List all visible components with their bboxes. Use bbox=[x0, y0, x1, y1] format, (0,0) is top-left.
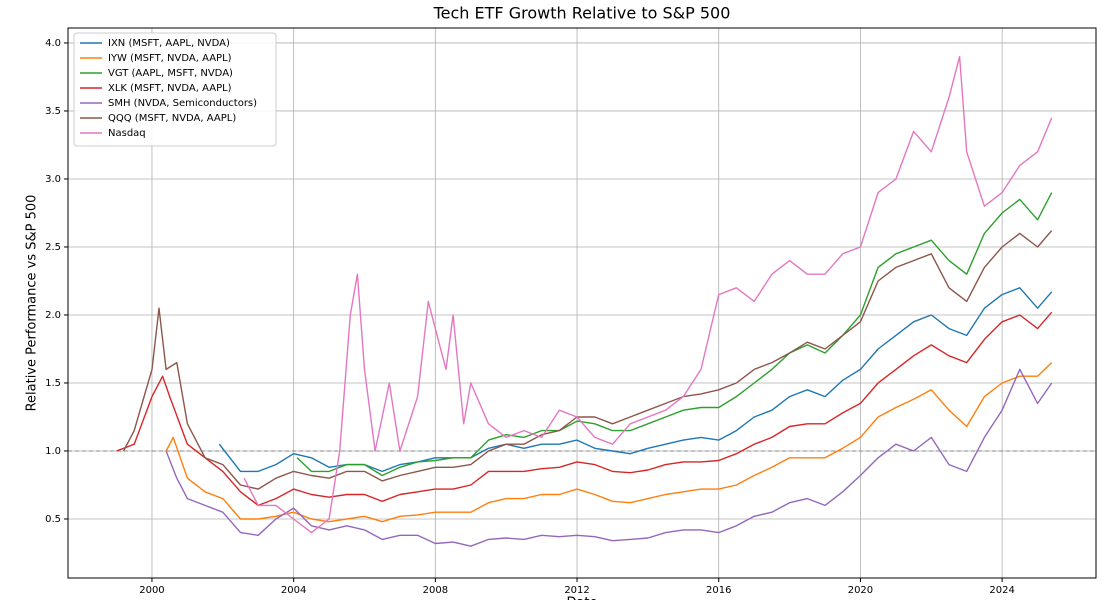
legend-label: SMH (NVDA, Semiconductors) bbox=[108, 98, 257, 109]
legend-label: VGT (AAPL, MSFT, NVDA) bbox=[108, 68, 233, 79]
x-tick-label: 2016 bbox=[706, 585, 731, 596]
legend-label: QQQ (MSFT, NVDA, AAPL) bbox=[108, 113, 236, 124]
y-tick-label: 3.0 bbox=[45, 174, 61, 185]
y-tick-label: 2.5 bbox=[45, 242, 61, 253]
legend-label: Nasdaq bbox=[108, 128, 146, 139]
x-tick-label: 2000 bbox=[139, 585, 164, 596]
y-tick-label: 1.0 bbox=[45, 446, 61, 457]
x-tick-label: 2020 bbox=[848, 585, 873, 596]
y-tick-label: 0.5 bbox=[45, 514, 61, 525]
y-axis-label: Relative Performance vs S&P 500 bbox=[25, 195, 40, 412]
legend-label: IXN (MSFT, AAPL, NVDA) bbox=[108, 38, 230, 49]
series-line bbox=[296, 192, 1053, 477]
x-tick-label: 2024 bbox=[989, 585, 1014, 596]
y-tick-label: 3.5 bbox=[45, 106, 61, 117]
legend: IXN (MSFT, AAPL, NVDA) IYW (MSFT, NVDA, A… bbox=[73, 32, 277, 147]
series-line bbox=[165, 368, 1053, 547]
series-line bbox=[165, 362, 1053, 523]
chart-title: Tech ETF Growth Relative to S&P 500 bbox=[433, 4, 731, 23]
x-tick-label: 2004 bbox=[281, 585, 306, 596]
x-tick-label: 2012 bbox=[564, 585, 589, 596]
x-axis-label: Date bbox=[566, 596, 597, 600]
legend-box bbox=[73, 32, 277, 147]
y-tick-label: 4.0 bbox=[45, 38, 61, 49]
series-line bbox=[243, 55, 1053, 534]
series-line bbox=[122, 230, 1053, 490]
x-tick-label: 2008 bbox=[423, 585, 448, 596]
y-tick-label: 2.0 bbox=[45, 310, 61, 321]
y-tick-label: 1.5 bbox=[45, 378, 61, 389]
plot-frame bbox=[67, 27, 1097, 579]
series-line bbox=[116, 311, 1053, 507]
legend-label: XLK (MSFT, NVDA, AAPL) bbox=[108, 83, 232, 94]
legend-label: IYW (MSFT, NVDA, AAPL) bbox=[108, 53, 232, 64]
